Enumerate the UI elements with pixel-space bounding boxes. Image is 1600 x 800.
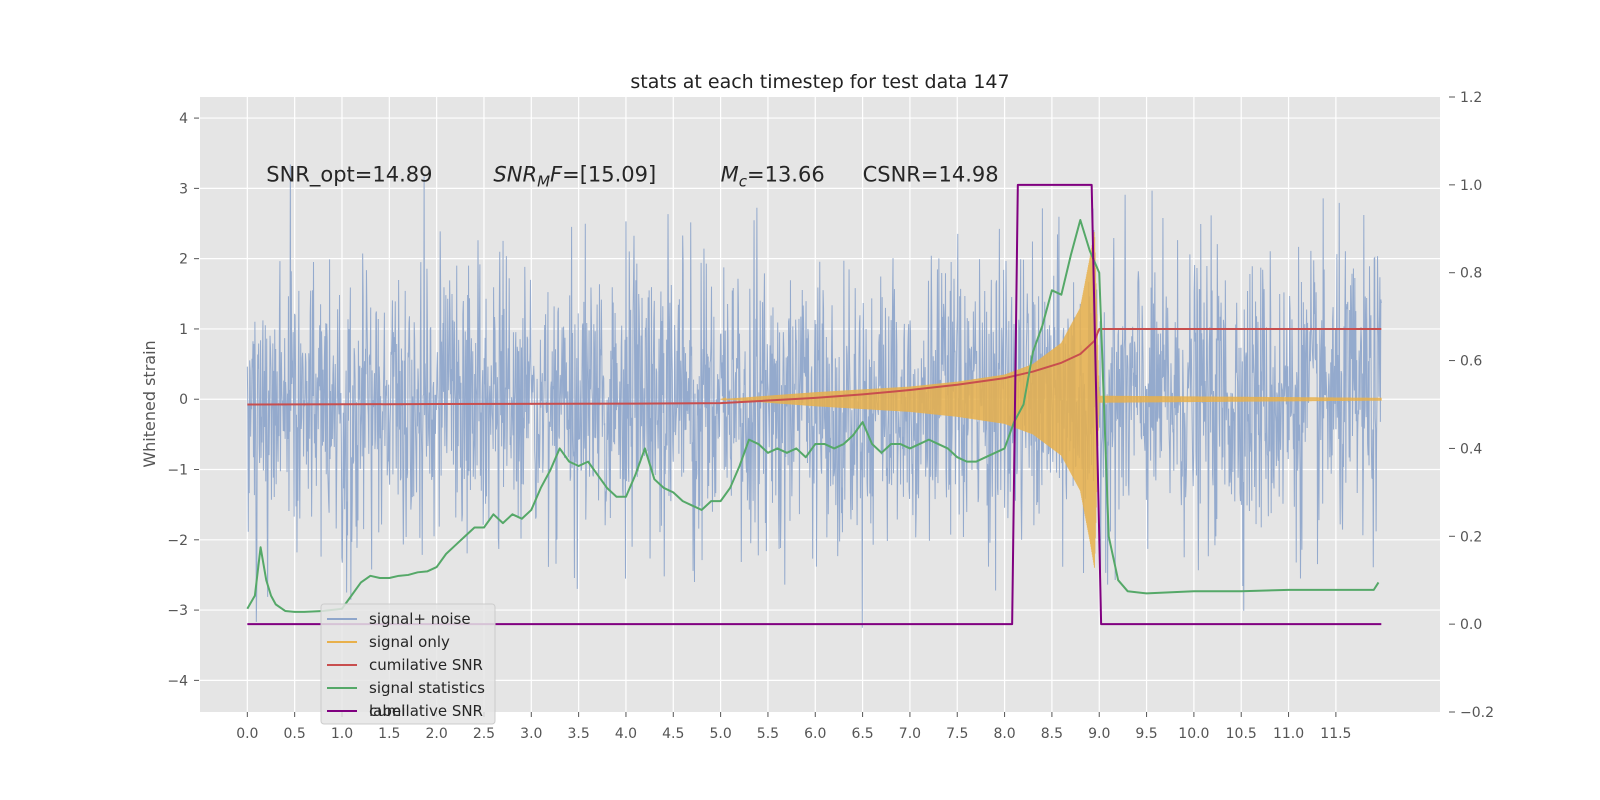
x-tick-label: 9.5 <box>1135 726 1157 742</box>
x-tick-label: 3.0 <box>520 726 542 742</box>
y-tick-label: 3 <box>179 181 188 197</box>
x-tick-label: 8.5 <box>1041 726 1063 742</box>
y-tick-label: 0 <box>179 392 188 408</box>
x-tick-label: 5.5 <box>757 726 779 742</box>
legend-label: signal only <box>369 633 450 651</box>
y2-tick-label: 0.2 <box>1460 529 1482 545</box>
y-tick-label: 4 <box>179 111 188 127</box>
x-tick-label: 4.5 <box>662 726 684 742</box>
x-tick-label: 6.5 <box>851 726 873 742</box>
x-tick-label: 11.0 <box>1273 726 1304 742</box>
x-tick-label: 2.5 <box>473 726 495 742</box>
legend-label: cumilative SNR <box>369 656 483 674</box>
series-signal-noise <box>246 164 1382 628</box>
y-tick-label: −4 <box>167 673 188 689</box>
y2-tick-label: 1.0 <box>1460 178 1482 194</box>
legend-label: label <box>369 702 405 720</box>
annotation-snr-mf: SNRMF=[15.09] <box>493 162 656 190</box>
x-tick-label: 9.0 <box>1088 726 1110 742</box>
y2-tick-label: 0.6 <box>1460 354 1482 370</box>
annotation-snr-opt: SNR_opt=14.89 <box>266 162 432 187</box>
x-tick-label: 7.0 <box>899 726 921 742</box>
legend: cumilative SNR signal+ noise signal only cu… <box>320 603 496 725</box>
y-tick-label: 2 <box>179 252 188 268</box>
y-tick-label: 1 <box>179 322 188 338</box>
y2-tick-label: −0.2 <box>1460 705 1494 721</box>
x-tick-label: 3.5 <box>567 726 589 742</box>
x-tick-label: 0.0 <box>236 726 258 742</box>
x-tick-label: 1.5 <box>378 726 400 742</box>
annotation-csnr: CSNR=14.98 <box>863 162 999 186</box>
y2-tick-label: 0.0 <box>1460 617 1482 633</box>
x-tick-label: 7.5 <box>946 726 968 742</box>
y-tick-label: −2 <box>167 533 188 549</box>
axes: 0.0 0.5 1.0 1.5 2.0 2.5 3.0 3.5 4.0 4.5 5.0 5.5 6.0 6… <box>167 90 1494 742</box>
y-tick-label: −3 <box>167 603 188 619</box>
series-label <box>247 183 1382 626</box>
legend-box <box>320 603 496 725</box>
series-signal-only <box>720 232 1382 568</box>
y-axis-title: Whitened strain <box>140 340 159 467</box>
series-cumulative-snr <box>247 327 1382 406</box>
x-tick-label: 10.5 <box>1226 726 1257 742</box>
y2-tick-label: 0.8 <box>1460 266 1482 282</box>
legend-label: signal statistics <box>369 679 485 697</box>
y2-tick-label: 1.2 <box>1460 90 1482 106</box>
series-layer <box>246 164 1382 628</box>
x-tick-label: 5.0 <box>709 726 731 742</box>
x-tick-label: 2.0 <box>426 726 448 742</box>
chart-title: stats at each timestep for test data 147 <box>630 71 1009 93</box>
annotations: SNR_opt=14.89 SNRMF=[15.09] Mc=13.66 CSNR=1… <box>266 162 998 190</box>
legend-shadow-text: cumilative SNR <box>369 702 483 720</box>
x-tick-label: 8.0 <box>993 726 1015 742</box>
y-tick-label: −1 <box>167 463 188 479</box>
legend-label: signal+ noise <box>369 610 471 628</box>
x-tick-label: 11.5 <box>1320 726 1351 742</box>
x-tick-label: 6.0 <box>804 726 826 742</box>
x-tick-label: 10.0 <box>1178 726 1209 742</box>
x-tick-label: 0.5 <box>284 726 306 742</box>
x-tick-label: 4.0 <box>615 726 637 742</box>
series-signal-statistics <box>246 219 1380 613</box>
x-tick-label: 1.0 <box>331 726 353 742</box>
annotation-mc: Mc=13.66 <box>721 162 825 190</box>
y2-tick-label: 0.4 <box>1460 441 1482 457</box>
